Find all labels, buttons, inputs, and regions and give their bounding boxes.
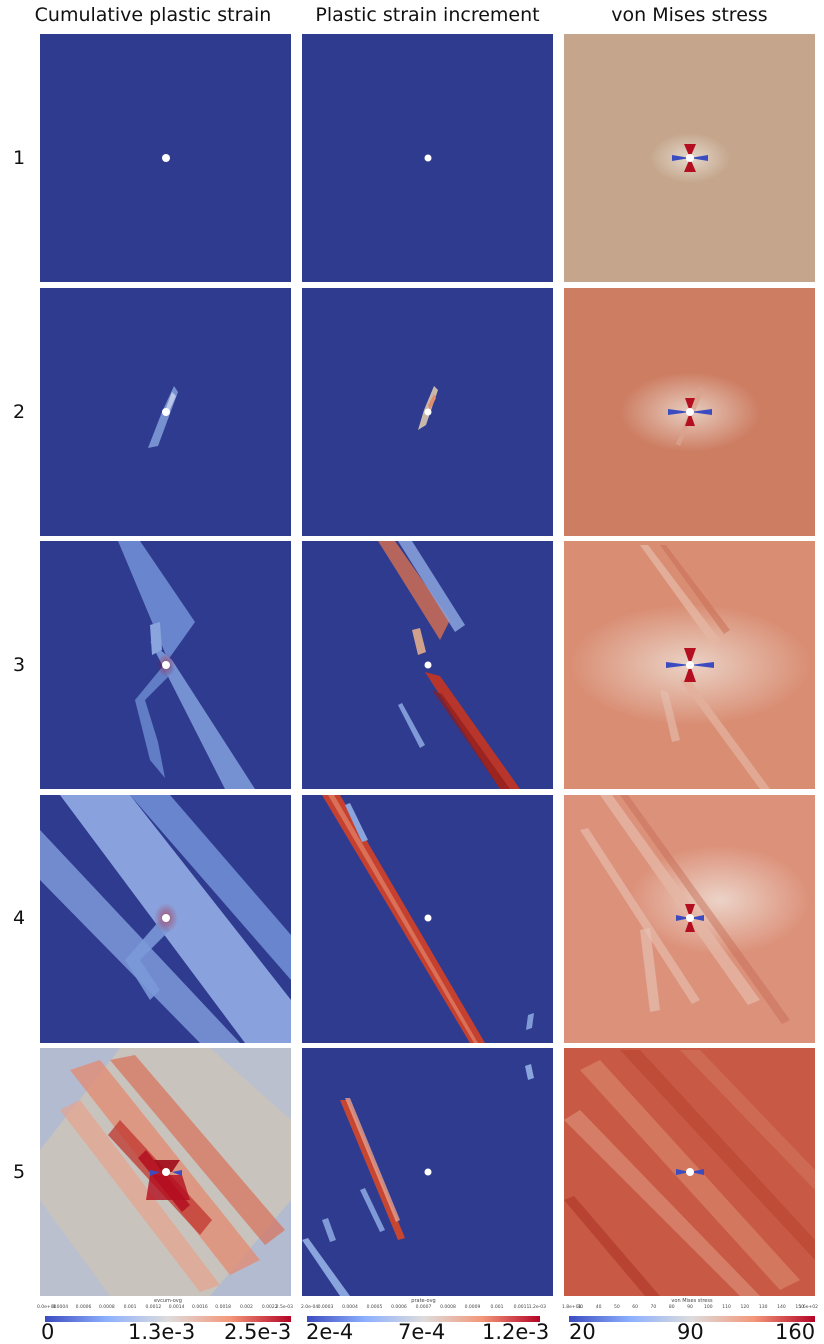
- colorbar-3-small-ticks: 1.8e+01 30 40 50 60 70 80 90 100 110 120 130 140 150 1…: [562, 1305, 818, 1313]
- colorbar-1-tick: 0.0004: [52, 1305, 69, 1310]
- colorbar-1-gradient: [45, 1316, 291, 1322]
- colorbar-2-tick: 0.0003: [317, 1305, 334, 1310]
- colorbar-2-gradient: [307, 1316, 540, 1322]
- panel-von-mises-row-4: [564, 795, 815, 1043]
- panel-cumulative-strain-row-3: [40, 541, 291, 789]
- colorbar-1-tick: 0.0012: [145, 1305, 162, 1310]
- panel-von-mises-row-5: [564, 1048, 815, 1296]
- colorbar-2-small-ticks: 2.0e-04 0.0003 0.0004 0.0005 0.0006 0.0007 0.0…: [301, 1305, 546, 1313]
- colorbar-2-mid-label: 7e-4: [398, 1320, 446, 1344]
- panel-strain-increment-row-3: [302, 541, 553, 789]
- colorbar-3-tick: 100: [703, 1305, 713, 1310]
- colorbar-3-tick: 130: [758, 1305, 768, 1310]
- panel-cumulative-strain-row-4: [40, 795, 291, 1043]
- colorbar-2-tick: 0.0011: [513, 1305, 530, 1310]
- colorbar-1-max-label: 2.5e-3: [224, 1320, 292, 1344]
- row-label-4: 4: [12, 907, 26, 929]
- colorbar-2-tick: 0.0004: [342, 1305, 358, 1310]
- colorbar-1-tick: 2.5e-03: [275, 1305, 293, 1310]
- colorbar-2-tick: 2.0e-04: [301, 1305, 319, 1310]
- colorbar-3-title: von Mises stress: [671, 1298, 713, 1304]
- colorbar-1-tick: 0.002: [240, 1305, 253, 1310]
- colorbar-1-tick: 0.0006: [75, 1305, 92, 1310]
- colorbar-3-tick: 1.8e+01: [562, 1305, 582, 1310]
- panel-cumulative-strain-row-2: [40, 288, 291, 536]
- colorbar-3-tick: 110: [722, 1305, 731, 1310]
- panel-strain-increment-row-1: [302, 34, 553, 282]
- colorbar-3-tick: 1.6e+02: [798, 1305, 818, 1310]
- colorbar-2-tick: 0.0009: [464, 1305, 481, 1310]
- colorbar-1-tick: 0.0008: [98, 1305, 115, 1310]
- colorbar-3-tick: 120: [740, 1305, 750, 1310]
- colorbar-3-tick: 80: [668, 1305, 675, 1310]
- colorbar-2-tick: 1.2e-03: [528, 1305, 546, 1310]
- colorbar-1-mid-label: 1.3e-3: [128, 1320, 196, 1344]
- colorbar-3-tick: 70: [650, 1305, 657, 1310]
- panel-strain-increment-row-5: [302, 1048, 553, 1296]
- column-title-cumulative-strain: Cumulative plastic strain: [34, 4, 272, 26]
- row-label-1: 1: [12, 147, 26, 169]
- colorbar-3-tick: 30: [577, 1305, 584, 1310]
- colorbar-3-gradient: [569, 1316, 815, 1322]
- colorbar-2-tick: 0.0008: [440, 1305, 456, 1310]
- colorbar-1-tick: 0.001: [123, 1305, 137, 1310]
- colorbar-3-min-label: 20: [569, 1320, 596, 1344]
- colorbar-2-tick: 0.0007: [415, 1305, 432, 1310]
- panel-cumulative-strain-row-5: [40, 1048, 291, 1296]
- colorbar-2-tick: 0.0005: [366, 1305, 383, 1310]
- colorbar-3-tick: 150: [795, 1305, 804, 1310]
- row-label-2: 2: [12, 401, 26, 423]
- colorbar-3-mid-label: 90: [677, 1320, 704, 1344]
- colorbar-2-tick: 0.0006: [391, 1305, 407, 1310]
- colorbar-2-tick: 0.001: [490, 1305, 504, 1310]
- colorbar-2-max-label: 1.2e-3: [482, 1320, 550, 1344]
- colorbar-3-max-label: 160: [775, 1320, 816, 1344]
- colorbar-3-tick: 40: [595, 1305, 602, 1310]
- colorbar-1-min-label: 0: [41, 1320, 55, 1344]
- colorbar-3-tick: 90: [687, 1305, 693, 1310]
- panel-von-mises-row-1: [564, 34, 815, 282]
- column-title-strain-increment: Plastic strain increment: [315, 4, 540, 26]
- panel-von-mises-row-2: [564, 288, 815, 536]
- colorbar-3-tick: 50: [613, 1305, 620, 1310]
- colorbar-1-tick: 0.0e+00: [37, 1305, 57, 1310]
- colorbar-3-tick: 140: [777, 1305, 786, 1310]
- colorbar-2-min-label: 2e-4: [306, 1320, 354, 1344]
- panel-von-mises-row-3: [564, 541, 815, 789]
- colorbar-1-tick: 0.0014: [168, 1305, 185, 1310]
- colorbar-1-tick: 0.0018: [215, 1305, 232, 1310]
- colorbar-1-tick: 0.0022: [261, 1305, 278, 1310]
- row-label-5: 5: [12, 1161, 26, 1183]
- colorbar-3-tick: 60: [632, 1305, 638, 1310]
- colorbar-2-title: prate-ovg: [411, 1298, 436, 1304]
- column-title-von-mises: von Mises stress: [611, 4, 768, 26]
- panel-strain-increment-row-2: [302, 288, 553, 536]
- panel-cumulative-strain-row-1: [40, 34, 291, 282]
- colorbar-1-title: evcum-ovg: [154, 1298, 182, 1304]
- panel-strain-increment-row-4: [302, 795, 553, 1043]
- colorbar-1-small-ticks: 0.0e+00 0.0004 0.0006 0.0008 0.001 0.0012 0.00…: [37, 1305, 293, 1313]
- row-label-3: 3: [12, 654, 26, 676]
- colorbar-1-tick: 0.0016: [192, 1305, 208, 1310]
